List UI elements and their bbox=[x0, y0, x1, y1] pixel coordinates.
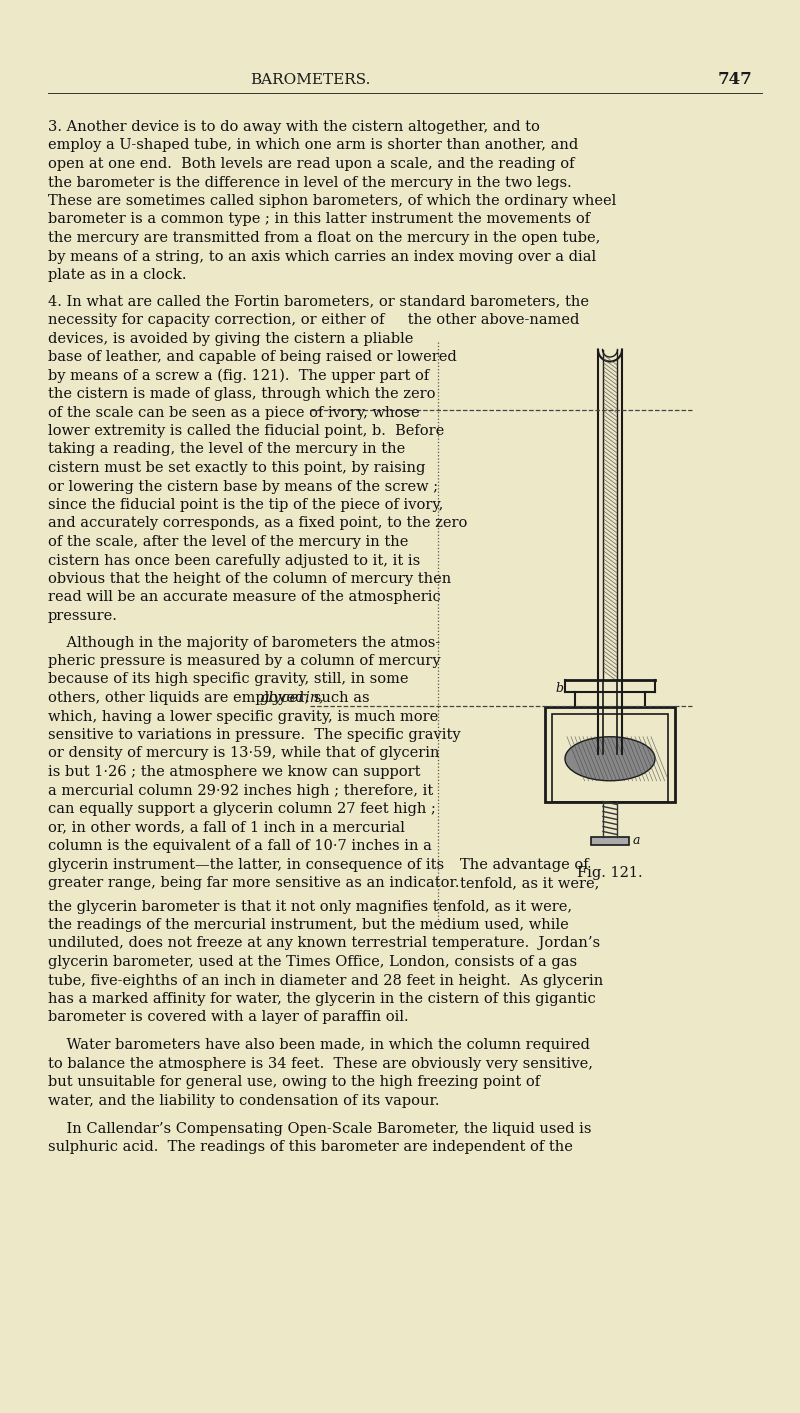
Text: and accurately corresponds, as a fixed point, to the zero: and accurately corresponds, as a fixed p… bbox=[48, 517, 467, 530]
Text: open at one end.  Both levels are read upon a scale, and the reading of: open at one end. Both levels are read up… bbox=[48, 157, 574, 171]
Text: the readings of the mercurial instrument, but the medium used, while: the readings of the mercurial instrument… bbox=[48, 918, 569, 933]
Text: These are sometimes called siphon barometers, of which the ordinary wheel: These are sometimes called siphon barome… bbox=[48, 194, 616, 208]
Text: a: a bbox=[633, 834, 641, 846]
Text: sensitive to variations in pressure.  The specific gravity: sensitive to variations in pressure. The… bbox=[48, 728, 461, 742]
Text: greater range, being far more sensitive as an indicator.: greater range, being far more sensitive … bbox=[48, 876, 459, 890]
Text: pressure.: pressure. bbox=[48, 609, 118, 623]
Text: 4. In what are called the Fortin barometers, or standard barometers, the: 4. In what are called the Fortin baromet… bbox=[48, 294, 589, 308]
Text: sulphuric acid.  The readings of this barometer are independent of the: sulphuric acid. The readings of this bar… bbox=[48, 1140, 573, 1154]
Text: by means of a screw a (fig. 121).  The upper part of: by means of a screw a (fig. 121). The up… bbox=[48, 369, 430, 383]
Text: water, and the liability to condensation of its vapour.: water, and the liability to condensation… bbox=[48, 1094, 439, 1108]
Text: the barometer is the difference in level of the mercury in the two legs.: the barometer is the difference in level… bbox=[48, 175, 572, 189]
Text: has a marked affinity for water, the glycerin in the cistern of this gigantic: has a marked affinity for water, the gly… bbox=[48, 992, 596, 1006]
Text: glycerin,: glycerin, bbox=[259, 691, 324, 705]
Text: The advantage of: The advantage of bbox=[460, 858, 589, 872]
Text: Fig. 121.: Fig. 121. bbox=[577, 866, 643, 880]
Text: of the scale, after the level of the mercury in the: of the scale, after the level of the mer… bbox=[48, 536, 408, 550]
Text: undiluted, does not freeze at any known terrestrial temperature.  Jordan’s: undiluted, does not freeze at any known … bbox=[48, 937, 600, 951]
Text: tube, five-eighths of an inch in diameter and 28 feet in height.  As glycerin: tube, five-eighths of an inch in diamete… bbox=[48, 974, 603, 988]
Text: base of leather, and capable of being raised or lowered: base of leather, and capable of being ra… bbox=[48, 350, 457, 365]
Text: barometer is a common type ; in this latter instrument the movements of: barometer is a common type ; in this lat… bbox=[48, 212, 590, 226]
Text: of the scale can be seen as a piece of ivory, whose: of the scale can be seen as a piece of i… bbox=[48, 406, 420, 420]
Text: others, other liquids are employed, such as: others, other liquids are employed, such… bbox=[48, 691, 374, 705]
Text: column is the equivalent of a fall of 10·7 inches in a: column is the equivalent of a fall of 10… bbox=[48, 839, 432, 853]
Text: or lowering the cistern base by means of the screw ;: or lowering the cistern base by means of… bbox=[48, 479, 438, 493]
Text: can equally support a glycerin column 27 feet high ;: can equally support a glycerin column 27… bbox=[48, 803, 436, 815]
Text: BAROMETERS.: BAROMETERS. bbox=[250, 73, 370, 88]
Text: since the fiducial point is the tip of the piece of ivory,: since the fiducial point is the tip of t… bbox=[48, 497, 443, 512]
Text: pheric pressure is measured by a column of mercury: pheric pressure is measured by a column … bbox=[48, 654, 441, 668]
Text: lower extremity is called the fiducial point, b.  Before: lower extremity is called the fiducial p… bbox=[48, 424, 444, 438]
Text: In Callendar’s Compensating Open-Scale Barometer, the liquid used is: In Callendar’s Compensating Open-Scale B… bbox=[48, 1122, 591, 1136]
Text: Water barometers have also been made, in which the column required: Water barometers have also been made, in… bbox=[48, 1039, 590, 1053]
Text: the mercury are transmitted from a float on the mercury in the open tube,: the mercury are transmitted from a float… bbox=[48, 230, 600, 244]
Text: the cistern is made of glass, through which the zero: the cistern is made of glass, through wh… bbox=[48, 387, 435, 401]
Text: obvious that the height of the column of mercury then: obvious that the height of the column of… bbox=[48, 572, 451, 586]
Text: b: b bbox=[555, 681, 563, 695]
Text: barometer is covered with a layer of paraffin oil.: barometer is covered with a layer of par… bbox=[48, 1010, 409, 1024]
Text: devices, is avoided by giving the cistern a pliable: devices, is avoided by giving the cister… bbox=[48, 332, 414, 346]
Text: to balance the atmosphere is 34 feet.  These are obviously very sensitive,: to balance the atmosphere is 34 feet. Th… bbox=[48, 1057, 593, 1071]
Text: the glycerin barometer is that it not only magnifies tenfold, as it were,: the glycerin barometer is that it not on… bbox=[48, 900, 572, 913]
Text: or density of mercury is 13·59, while that of glycerin: or density of mercury is 13·59, while th… bbox=[48, 746, 439, 760]
Text: read will be an accurate measure of the atmospheric: read will be an accurate measure of the … bbox=[48, 591, 441, 605]
Text: 747: 747 bbox=[718, 72, 752, 89]
Text: Although in the majority of barometers the atmos-: Although in the majority of barometers t… bbox=[48, 636, 440, 650]
Text: or, in other words, a fall of 1 inch in a mercurial: or, in other words, a fall of 1 inch in … bbox=[48, 821, 405, 835]
Text: employ a U-shaped tube, in which one arm is shorter than another, and: employ a U-shaped tube, in which one arm… bbox=[48, 138, 578, 153]
Text: necessity for capacity correction, or either of     the other above-named: necessity for capacity correction, or ei… bbox=[48, 314, 579, 326]
Text: because of its high specific gravity, still, in some: because of its high specific gravity, st… bbox=[48, 673, 409, 687]
Text: but unsuitable for general use, owing to the high freezing point of: but unsuitable for general use, owing to… bbox=[48, 1075, 540, 1089]
Text: plate as in a clock.: plate as in a clock. bbox=[48, 268, 186, 283]
Text: which, having a lower specific gravity, is much more: which, having a lower specific gravity, … bbox=[48, 709, 438, 723]
Text: a mercurial column 29·92 inches high ; therefore, it: a mercurial column 29·92 inches high ; t… bbox=[48, 783, 434, 797]
Text: glycerin barometer, used at the Times Office, London, consists of a gas: glycerin barometer, used at the Times Of… bbox=[48, 955, 577, 969]
Text: cistern has once been carefully adjusted to it, it is: cistern has once been carefully adjusted… bbox=[48, 554, 420, 568]
Text: glycerin instrument—the latter, in consequence of its: glycerin instrument—the latter, in conse… bbox=[48, 858, 444, 872]
Ellipse shape bbox=[565, 736, 655, 781]
Bar bbox=[591, 836, 629, 845]
Text: cistern must be set exactly to this point, by raising: cistern must be set exactly to this poin… bbox=[48, 461, 426, 475]
Text: tenfold, as it were,: tenfold, as it were, bbox=[460, 876, 599, 890]
Bar bbox=[552, 714, 668, 801]
Text: by means of a string, to an axis which carries an index moving over a dial: by means of a string, to an axis which c… bbox=[48, 250, 596, 263]
Bar bbox=[545, 706, 675, 801]
Text: is but 1·26 ; the atmosphere we know can support: is but 1·26 ; the atmosphere we know can… bbox=[48, 764, 421, 779]
Text: taking a reading, the level of the mercury in the: taking a reading, the level of the mercu… bbox=[48, 442, 406, 456]
Text: 3. Another device is to do away with the cistern altogether, and to: 3. Another device is to do away with the… bbox=[48, 120, 540, 134]
